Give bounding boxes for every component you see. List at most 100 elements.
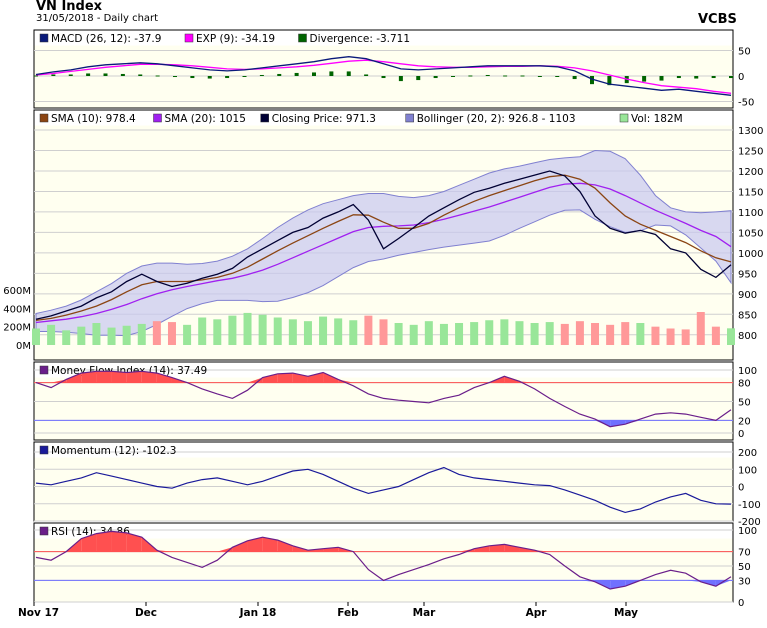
divergence-bar: [68, 74, 73, 76]
volume-bar: [122, 325, 131, 345]
legend-label: MACD (26, 12): -37.9: [51, 33, 161, 45]
y-tick-label: 1000: [738, 249, 763, 260]
divergence-bar: [590, 76, 594, 85]
y-tick-label: 1250: [738, 147, 763, 158]
volume-bar: [439, 323, 448, 345]
sma10-line: [35, 174, 732, 322]
volume-bar: [349, 320, 358, 345]
x-tick-label: May: [614, 607, 638, 619]
divergence-bar: [433, 76, 438, 79]
y-tick-label: 100: [738, 465, 757, 476]
divergence-bar: [277, 73, 282, 76]
volume-bar: [560, 323, 569, 345]
volume-bar: [62, 330, 71, 345]
x-tick-label: Apr: [526, 607, 548, 619]
y-tick-label: 1050: [738, 228, 763, 239]
volume-bar: [228, 315, 237, 345]
legend-swatch: [153, 113, 162, 123]
volume-bar: [545, 322, 554, 345]
oversold-area: [610, 580, 626, 590]
y-tick-label: 50: [738, 562, 751, 573]
overbought-area: [156, 373, 172, 383]
volume-bar: [167, 322, 176, 345]
overbought-area: [504, 544, 520, 552]
closing-price-line: [35, 170, 732, 320]
overbought-area: [247, 537, 263, 552]
volume-tick-label: 600M: [3, 286, 31, 297]
legend-swatch: [298, 33, 307, 43]
x-tick-label: Feb: [337, 607, 359, 619]
volume-bar: [137, 323, 146, 345]
divergence-bar: [381, 76, 386, 79]
oversold-area: [685, 580, 701, 582]
divergence-bar: [242, 76, 247, 77]
y-tick-label: 950: [738, 269, 757, 280]
divergence-bar: [225, 76, 230, 79]
divergence-bar: [503, 75, 508, 77]
divergence-bar: [416, 76, 421, 81]
overbought-area: [277, 540, 293, 552]
y-tick-label: 70: [738, 548, 751, 559]
overbought-area: [459, 548, 475, 552]
legend-label: SMA (10): 978.4: [51, 113, 136, 125]
overbought-area: [126, 532, 142, 552]
divergence-bar: [364, 74, 369, 76]
volume-bar: [530, 323, 539, 345]
y-tick-label: -200: [738, 517, 761, 528]
y-tick-label: 1200: [738, 167, 763, 178]
legend-label: Momentum (12): -102.3: [51, 445, 176, 457]
volume-bar: [152, 321, 161, 345]
y-tick-label: 200: [738, 448, 757, 459]
y-tick-label: 850: [738, 310, 757, 321]
overbought-area: [277, 373, 293, 383]
overbought-area: [323, 372, 339, 383]
divergence-bar: [485, 74, 490, 76]
y-tick-label: 100: [738, 366, 757, 377]
legend-label: Closing Price: 971.3: [272, 113, 376, 125]
x-tick-label: Nov 17: [18, 607, 59, 619]
volume-bar: [258, 314, 267, 345]
chart-date: 31/05/2018 - Daily chart: [36, 13, 159, 24]
y-tick-label: 0: [738, 483, 744, 494]
divergence-bar: [642, 76, 647, 82]
macd-line: [35, 56, 732, 96]
volume-bar: [666, 328, 675, 345]
overbought-area: [262, 537, 278, 552]
overbought-area: [141, 371, 157, 383]
divergence-bar: [34, 75, 38, 77]
divergence-bar: [155, 75, 160, 77]
legend-strip: [34, 442, 733, 458]
overbought-area: [338, 379, 354, 383]
divergence-bar: [451, 76, 455, 77]
legend-swatch: [260, 113, 269, 123]
volume-bar: [32, 328, 40, 345]
divergence-bar: [312, 72, 316, 76]
x-tick-label: Dec: [135, 607, 157, 619]
legend-swatch: [39, 365, 49, 375]
sma20-line: [35, 182, 732, 324]
x-tick-label: Jan 18: [239, 607, 277, 619]
divergence-bar: [294, 72, 299, 76]
volume-bar: [696, 312, 705, 345]
divergence-bar: [120, 73, 125, 76]
volume-bar: [213, 319, 222, 345]
y-tick-label: 50: [738, 47, 751, 58]
overbought-area: [232, 540, 248, 552]
y-tick-label: 30: [738, 576, 751, 587]
money-flow-index-line: [35, 370, 732, 428]
legend-label: Divergence: -3.711: [310, 33, 411, 45]
volume-tick-label: 400M: [3, 304, 31, 315]
y-tick-label: 800: [738, 331, 757, 342]
divergence-bar: [138, 74, 143, 76]
volume-bar: [711, 326, 720, 345]
volume-bar: [319, 316, 328, 345]
legend-swatch: [39, 33, 49, 43]
divergence-bar: [173, 76, 177, 78]
y-tick-label: 1150: [738, 187, 763, 198]
y-tick-label: 0: [738, 598, 744, 609]
volume-bar: [470, 322, 479, 345]
exp-signal-line: [35, 59, 732, 94]
overbought-area: [126, 371, 142, 383]
divergence-bar: [398, 76, 403, 82]
